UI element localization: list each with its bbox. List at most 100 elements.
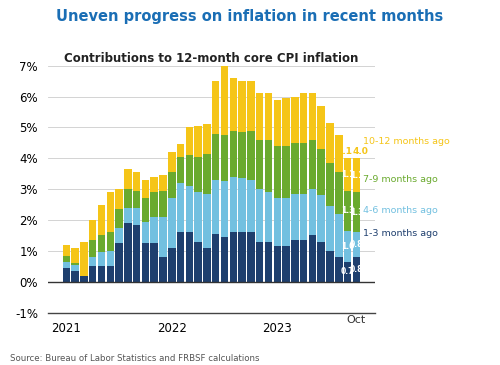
Bar	[256, 93, 264, 140]
Text: 4-6 months ago: 4-6 months ago	[362, 206, 438, 215]
Bar	[177, 157, 184, 183]
Bar	[186, 155, 193, 186]
Bar	[256, 189, 264, 242]
Bar	[238, 132, 246, 178]
Bar	[160, 175, 167, 191]
Bar	[150, 192, 158, 217]
Bar	[265, 192, 272, 242]
Bar	[212, 134, 220, 180]
Text: 4.1: 4.1	[337, 147, 353, 156]
Bar	[274, 246, 281, 282]
Bar	[352, 158, 360, 192]
Bar	[98, 266, 105, 282]
Bar	[344, 231, 352, 262]
Bar	[142, 243, 149, 282]
Bar	[98, 205, 105, 235]
Bar	[106, 251, 114, 266]
Bar	[160, 257, 167, 282]
Bar	[238, 178, 246, 233]
Bar	[282, 98, 290, 146]
Bar	[72, 271, 79, 282]
Bar	[106, 266, 114, 282]
Bar	[160, 217, 167, 257]
Bar	[308, 93, 316, 140]
Bar	[124, 223, 132, 282]
Bar	[344, 158, 352, 191]
Bar	[160, 191, 167, 217]
Bar	[62, 245, 70, 262]
Bar	[177, 145, 184, 157]
Bar	[106, 192, 114, 233]
Text: 1.1: 1.1	[350, 171, 363, 180]
Bar	[238, 233, 246, 282]
Text: 1.0: 1.0	[341, 242, 354, 251]
Text: Oct: Oct	[347, 315, 366, 325]
Bar	[265, 93, 272, 140]
Bar	[168, 199, 175, 248]
Bar	[256, 140, 264, 189]
Bar	[116, 243, 123, 282]
Bar	[142, 180, 149, 199]
Bar	[308, 140, 316, 189]
Bar	[344, 262, 352, 282]
Text: 1-3 months ago: 1-3 months ago	[362, 230, 438, 238]
Bar	[133, 208, 140, 225]
Bar	[177, 233, 184, 282]
Text: 1.3: 1.3	[341, 206, 354, 215]
Bar	[150, 243, 158, 282]
Bar	[300, 240, 308, 282]
Bar	[230, 233, 237, 282]
Bar	[318, 195, 325, 242]
Bar	[124, 208, 132, 223]
Bar	[106, 233, 114, 251]
Text: Uneven progress on inflation in recent months: Uneven progress on inflation in recent m…	[56, 9, 444, 24]
Bar	[80, 259, 88, 266]
Text: 1.1: 1.1	[341, 170, 354, 179]
Bar	[203, 194, 210, 248]
Bar	[194, 192, 202, 242]
Text: 4.0: 4.0	[353, 147, 368, 156]
Bar	[238, 81, 246, 132]
Bar	[230, 131, 237, 177]
Bar	[326, 123, 334, 163]
Bar	[72, 248, 79, 263]
Bar	[212, 234, 220, 282]
Bar	[291, 97, 298, 143]
Text: 1.3: 1.3	[350, 208, 363, 217]
Bar	[221, 237, 228, 282]
Bar	[142, 199, 149, 222]
Bar	[282, 246, 290, 282]
Bar	[335, 214, 342, 257]
Bar	[142, 222, 149, 243]
Bar	[203, 248, 210, 282]
Bar	[89, 240, 96, 257]
Bar	[221, 181, 228, 237]
Bar	[98, 235, 105, 253]
Text: 10-12 months ago: 10-12 months ago	[362, 137, 450, 146]
Bar	[300, 93, 308, 143]
Bar	[291, 240, 298, 282]
Bar	[62, 268, 70, 282]
Bar	[186, 233, 193, 282]
Bar	[62, 245, 70, 256]
Bar	[308, 189, 316, 235]
Bar	[352, 257, 360, 282]
Text: 0.7: 0.7	[341, 267, 354, 276]
Bar	[133, 172, 140, 191]
Bar	[221, 66, 228, 135]
Bar	[352, 233, 360, 257]
Bar	[168, 152, 175, 172]
Bar	[212, 81, 220, 134]
Bar	[124, 169, 132, 189]
Bar	[133, 191, 140, 208]
Bar	[80, 242, 88, 276]
Bar	[212, 180, 220, 234]
Bar	[265, 140, 272, 192]
Bar	[230, 78, 237, 131]
Bar	[247, 81, 254, 131]
Bar	[352, 192, 360, 233]
Bar	[274, 100, 281, 146]
Bar	[344, 191, 352, 231]
Bar	[194, 242, 202, 282]
Bar	[133, 225, 140, 282]
